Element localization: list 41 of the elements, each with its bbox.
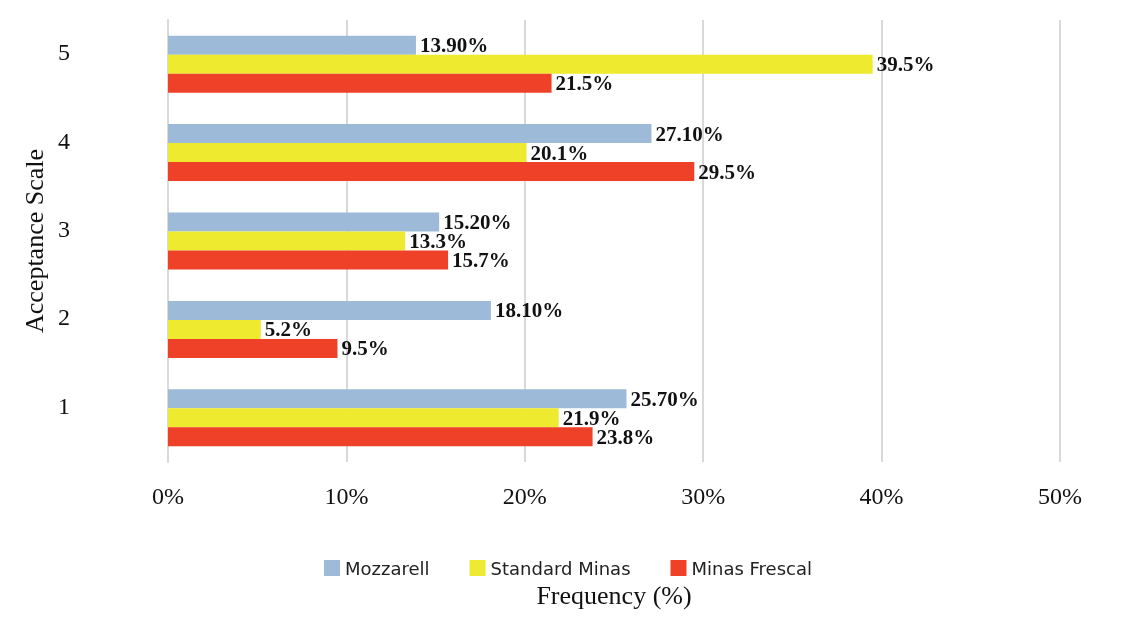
data-label: 18.10% — [494, 298, 564, 323]
bar — [168, 143, 527, 163]
bar — [168, 162, 695, 182]
bar — [168, 408, 559, 428]
legend-label: Minas Frescal — [691, 557, 812, 579]
y-tick-label: 5 — [58, 39, 70, 66]
bar — [168, 212, 440, 232]
y-axis-title: Acceptance Scale — [19, 148, 49, 334]
x-tick-label: 10% — [324, 483, 369, 509]
bar — [168, 231, 406, 251]
bar — [168, 389, 627, 409]
data-label: 13.90% — [419, 33, 489, 58]
x-tick-label: 40% — [859, 483, 904, 509]
x-tick-label: 20% — [502, 483, 547, 509]
bar — [168, 35, 416, 55]
bar — [168, 300, 491, 320]
data-label: 29.5% — [698, 159, 757, 184]
bar — [168, 319, 261, 339]
data-label: 9.5% — [341, 336, 389, 361]
x-tick-label: 30% — [681, 483, 726, 509]
y-tick-label: 4 — [58, 127, 70, 154]
bar — [168, 54, 873, 74]
bar — [168, 124, 652, 144]
bar — [168, 73, 552, 93]
data-label: 5.2% — [264, 317, 313, 342]
x-tick-label: 0% — [152, 483, 184, 509]
bar — [168, 250, 449, 270]
data-label: 20.1% — [530, 140, 589, 165]
bar — [168, 338, 338, 358]
y-tick-label: 1 — [58, 392, 70, 419]
legend-label: Mozzarell — [345, 557, 430, 579]
data-label: 27.10% — [655, 121, 724, 146]
x-axis-title: Frequency (%) — [536, 580, 692, 610]
data-label: 39.5% — [876, 52, 935, 77]
bar — [168, 427, 593, 447]
y-tick-label: 3 — [58, 216, 70, 242]
legend-label: Standard Minas — [490, 557, 631, 579]
data-label: 21.5% — [555, 71, 614, 96]
y-tick-label: 2 — [58, 304, 70, 331]
x-tick-label: 50% — [1038, 483, 1082, 509]
data-label: 25.70% — [630, 386, 699, 411]
